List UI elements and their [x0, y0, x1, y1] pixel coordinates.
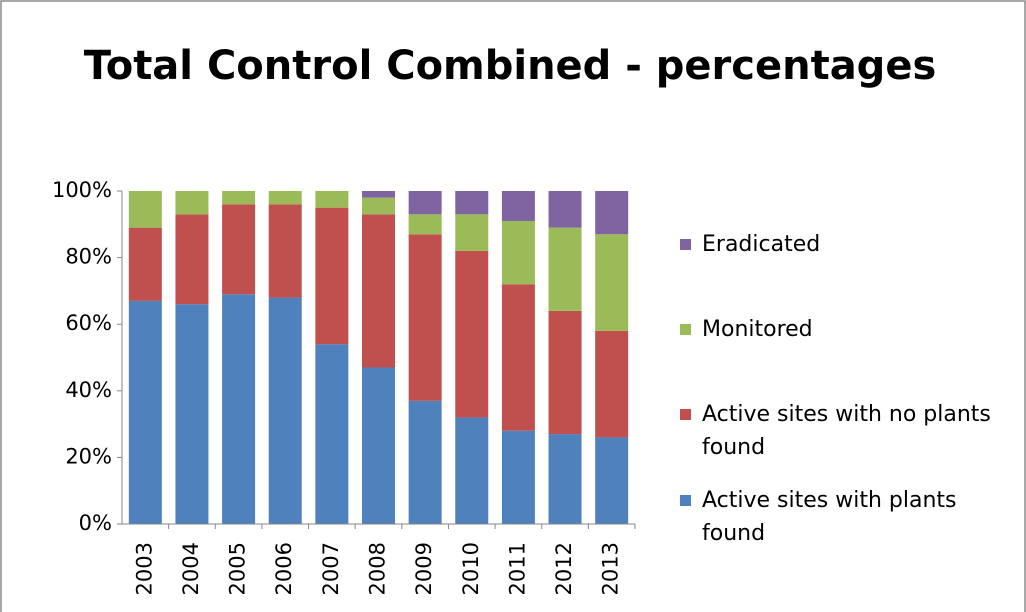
x-tick-label: 2012: [552, 542, 576, 595]
y-tick-label: 100%: [52, 178, 112, 202]
bar-segment: [595, 191, 629, 235]
bar-segment: [128, 191, 162, 228]
bar-segment: [501, 220, 535, 285]
chart-title: Total Control Combined - percentages: [84, 43, 937, 89]
legend-swatch: [680, 495, 691, 506]
bar-segment: [455, 417, 489, 524]
bar-segment: [408, 400, 442, 524]
x-tick-label: 2004: [179, 542, 203, 595]
bar-segment: [175, 191, 209, 215]
legend-item: Active sites with no plants found: [680, 398, 1010, 464]
x-tick-label: 2010: [459, 542, 483, 595]
bar-segment: [548, 310, 582, 435]
bar-segment: [455, 250, 489, 418]
legend-item: Active sites with plants found: [680, 484, 1010, 550]
bar-segment: [548, 191, 582, 228]
x-tick-label: 2011: [505, 542, 529, 595]
legend-label: Active sites with plants found: [702, 488, 957, 546]
x-tick-label: 2003: [132, 542, 156, 595]
bar-segment: [501, 191, 535, 221]
bar-segment: [408, 234, 442, 401]
legend-label: Eradicated: [702, 232, 821, 257]
legend-item: Monitored: [680, 313, 1010, 346]
bar-segment: [268, 297, 302, 524]
x-tick-label: 2006: [272, 542, 296, 595]
bar-segment: [455, 214, 489, 251]
bar-segment: [315, 207, 349, 345]
bar-segment: [595, 234, 629, 331]
y-tick-label: 20%: [65, 444, 112, 468]
x-tick-label: 2009: [412, 542, 436, 595]
x-tick-label: 2008: [366, 542, 390, 595]
bar-segment: [362, 191, 395, 198]
bar-segment: [268, 191, 302, 205]
legend-item: Eradicated: [680, 228, 1010, 261]
bar-segment: [128, 227, 162, 301]
bar-segment: [268, 204, 302, 298]
y-tick-label: 0%: [79, 511, 112, 535]
legend-swatch: [680, 324, 691, 335]
bar-segment: [548, 227, 582, 311]
bar-segment: [315, 344, 349, 524]
bar-segment: [362, 367, 395, 524]
bar-segment: [128, 300, 162, 524]
bar-segment: [548, 434, 582, 524]
legend-label: Monitored: [702, 317, 813, 342]
legend-swatch: [680, 409, 691, 420]
y-tick-label: 80%: [65, 245, 112, 269]
legend-label: Active sites with no plants found: [702, 402, 991, 460]
x-tick-label: 2005: [226, 542, 250, 595]
x-tick-label: 2007: [319, 542, 343, 595]
bar-segment: [315, 191, 349, 208]
legend-swatch: [680, 239, 691, 250]
bar-segment: [362, 214, 395, 368]
bar-segment: [501, 430, 535, 524]
bar-segment: [222, 191, 256, 205]
y-tick-label: 40%: [65, 378, 112, 402]
y-tick-label: 60%: [65, 311, 112, 335]
bar-segment: [222, 204, 256, 295]
x-tick-label: 2013: [599, 542, 623, 595]
bar-segment: [362, 197, 395, 215]
bar-segment: [175, 304, 209, 524]
bar-segment: [455, 191, 489, 215]
bar-segment: [175, 214, 209, 305]
bar-segment: [595, 330, 629, 438]
bar-segment: [408, 191, 442, 215]
bar-segment: [222, 294, 256, 524]
bar-segment: [501, 284, 535, 431]
bar-segment: [595, 437, 629, 524]
bar-segment: [408, 214, 442, 235]
